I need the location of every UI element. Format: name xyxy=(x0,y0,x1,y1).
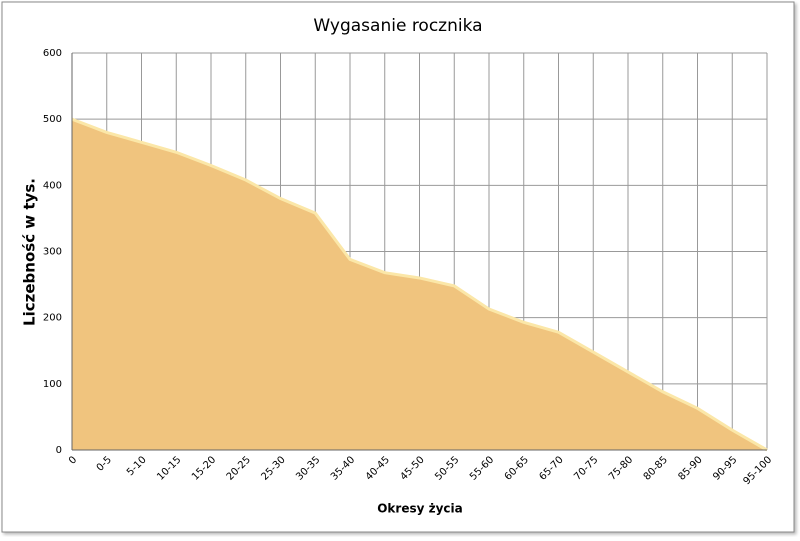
y-axis-label: Liczebność w tys. xyxy=(21,178,39,326)
y-tick-label: 0 xyxy=(56,445,62,456)
area-edge xyxy=(71,117,768,452)
y-tick-label: 400 xyxy=(43,180,62,191)
x-axis-label: Okresy życia xyxy=(377,502,463,516)
chart-title: Wygasanie rocznika xyxy=(313,16,482,36)
y-tick-label: 600 xyxy=(43,48,62,59)
y-tick-label: 200 xyxy=(43,313,62,324)
y-tick-label: 300 xyxy=(43,247,62,258)
y-tick-label: 500 xyxy=(43,114,62,125)
area xyxy=(72,119,767,451)
y-tick-label: 100 xyxy=(43,379,62,390)
